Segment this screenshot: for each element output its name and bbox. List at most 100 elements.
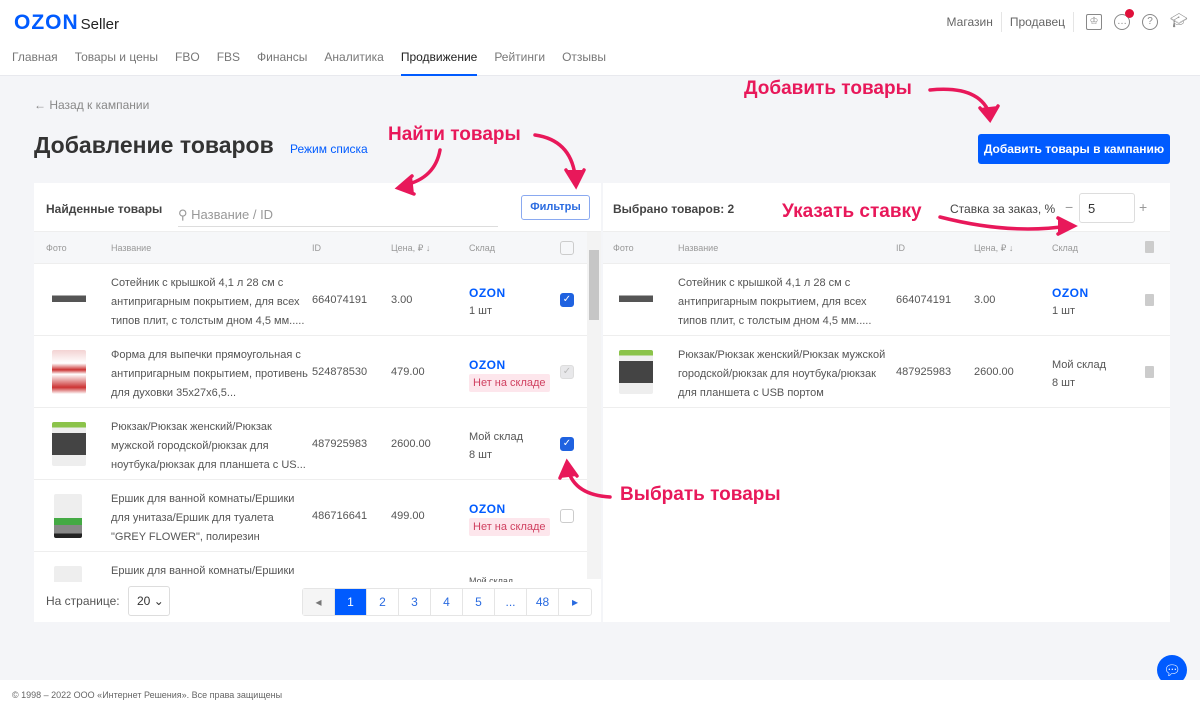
nav-reviews[interactable]: Отзывы xyxy=(562,50,607,64)
scrollbar-thumb[interactable] xyxy=(589,250,599,320)
product-price: 499.00 xyxy=(391,510,425,522)
col-photo: Фото xyxy=(46,243,67,253)
page-3[interactable]: 3 xyxy=(399,589,431,615)
found-products-title: Найденные товары xyxy=(46,202,163,216)
product-price: 2600.00 xyxy=(391,438,431,450)
table-row: Сотейник с крышкой 4,1 л 28 см с антипри… xyxy=(34,264,587,336)
filters-button[interactable]: Фильтры xyxy=(521,195,590,220)
product-name: Сотейник с крышкой 4,1 л 28 см с антипри… xyxy=(111,277,305,327)
product-name: Ершик для ванной комнаты/Ершики xyxy=(111,565,295,577)
product-name: Форма для выпечки прямоугольная с антипр… xyxy=(111,349,308,399)
rate-input[interactable]: 5 xyxy=(1079,193,1135,223)
search-input[interactable]: ⚲ Название / ID xyxy=(178,199,498,227)
store-link[interactable]: Магазин xyxy=(939,12,1002,32)
col-price[interactable]: Цена, ₽ ↓ xyxy=(391,243,431,253)
product-image xyxy=(619,350,653,394)
found-products-list: Сотейник с крышкой 4,1 л 28 см с антипри… xyxy=(34,264,587,582)
table-row: Рюкзак/Рюкзак женский/Рюкзак мужской гор… xyxy=(603,336,1170,408)
graduation-cap-icon[interactable]: 🎓︎ xyxy=(1170,12,1188,28)
page-4[interactable]: 4 xyxy=(431,589,463,615)
nav-products[interactable]: Товары и цены xyxy=(74,50,159,64)
col-photo: Фото xyxy=(613,243,634,253)
back-link[interactable]: ← Назад к кампании xyxy=(34,98,150,112)
col-id: ID xyxy=(312,243,321,253)
page-2[interactable]: 2 xyxy=(367,589,399,615)
product-price: 3.00 xyxy=(391,294,413,306)
warehouse-ozon: OZON xyxy=(469,358,506,372)
stock: 1 шт xyxy=(469,305,493,317)
table-header: Фото Название ID Цена, ₽ ↓ Склад xyxy=(34,232,601,264)
product-name: Рюкзак/Рюкзак женский/Рюкзак мужской гор… xyxy=(111,421,306,471)
delete-icon[interactable] xyxy=(1145,366,1154,378)
nav-fbo[interactable]: FBO xyxy=(175,50,200,64)
decrease-rate-button[interactable]: − xyxy=(1065,199,1074,215)
page-ellipsis: ... xyxy=(495,589,527,615)
annotation-select: Выбрать товары xyxy=(620,484,781,505)
per-page-label: На странице: xyxy=(46,594,120,608)
prev-page-button[interactable]: ◂ xyxy=(303,589,335,615)
arrow-icon xyxy=(938,215,1070,231)
nav-promotion[interactable]: Продвижение xyxy=(400,50,477,76)
help-icon[interactable]: ? xyxy=(1142,14,1158,30)
ozon-seller-logo[interactable]: OZON Seller xyxy=(14,11,120,34)
select-all-checkbox[interactable] xyxy=(560,241,574,255)
selected-count: Выбрано товаров: 2 xyxy=(613,202,735,216)
product-id: 524878530 xyxy=(312,366,368,378)
nav-analytics[interactable]: Аналитика xyxy=(324,50,384,64)
nav-ratings[interactable]: Рейтинги xyxy=(494,50,546,64)
pagination: ◂ 1 2 3 4 5 ... 48 ▸ xyxy=(302,588,592,616)
rate-label: Ставка за заказ, % xyxy=(950,202,1056,216)
row-checkbox[interactable] xyxy=(560,509,574,523)
increase-rate-button[interactable]: + xyxy=(1139,199,1148,215)
add-to-campaign-button[interactable]: Добавить товары в кампанию xyxy=(978,134,1170,164)
warehouse-own: Мой склад xyxy=(469,576,514,582)
product-price: 2600.00 xyxy=(974,366,1014,378)
nav-finance[interactable]: Финансы xyxy=(257,50,308,64)
table-row: Ершик для ванной комнаты/Ершики Мой скла… xyxy=(34,552,587,582)
list-mode-link[interactable]: Режим списка xyxy=(290,142,368,156)
page-1[interactable]: 1 xyxy=(335,589,367,615)
found-products-panel: Найденные товары ⚲ Название / ID Фильтры… xyxy=(34,183,601,622)
annotation-rate: Указать ставку xyxy=(782,201,922,222)
page-48[interactable]: 48 xyxy=(527,589,559,615)
row-checkbox[interactable]: ✓ xyxy=(560,437,574,451)
per-page-select[interactable]: 20 ⌄ xyxy=(128,586,170,616)
col-price[interactable]: Цена, ₽ ↓ xyxy=(974,243,1014,253)
product-image xyxy=(52,422,86,466)
product-name: Ершик для ванной комнаты/Ершики для унит… xyxy=(111,493,295,543)
row-checkbox[interactable]: ✓ xyxy=(560,293,574,307)
page-5[interactable]: 5 xyxy=(463,589,495,615)
product-name: Рюкзак/Рюкзак женский/Рюкзак мужской гор… xyxy=(678,349,886,399)
nav-home[interactable]: Главная xyxy=(12,50,58,64)
copyright: © 1998 – 2022 ООО «Интернет Решения». Вс… xyxy=(12,690,283,700)
product-price: 479.00 xyxy=(391,366,425,378)
footer: © 1998 – 2022 ООО «Интернет Решения». Вс… xyxy=(0,680,1200,709)
table-row: Рюкзак/Рюкзак женский/Рюкзак мужской гор… xyxy=(34,408,587,480)
annotation-add: Добавить товары xyxy=(744,78,912,99)
annotation-find: Найти товары xyxy=(388,124,521,145)
product-image xyxy=(54,566,82,582)
row-checkbox-disabled: ✓ xyxy=(560,365,574,379)
stock: 1 шт xyxy=(1052,305,1076,317)
product-id: 487925983 xyxy=(896,366,952,378)
notification-dot xyxy=(1125,9,1134,18)
chat-icon[interactable]: … xyxy=(1114,9,1134,30)
main-nav: Главная Товары и цены FBO FBS Финансы Ан… xyxy=(12,50,606,76)
delete-all-icon[interactable] xyxy=(1145,241,1154,253)
col-name: Название xyxy=(678,243,719,253)
product-image xyxy=(52,350,86,394)
product-image xyxy=(619,278,653,322)
delete-icon[interactable] xyxy=(1145,294,1154,306)
out-of-stock-badge: Нет на складе xyxy=(469,374,550,392)
table-row: Сотейник с крышкой 4,1 л 28 см с антипри… xyxy=(603,264,1170,336)
stock: 8 шт xyxy=(469,449,493,461)
product-id: 487925983 xyxy=(312,438,368,450)
col-id: ID xyxy=(896,243,905,253)
nav-fbs[interactable]: FBS xyxy=(216,50,241,64)
search-placeholder: Название / ID xyxy=(191,207,274,222)
next-page-button[interactable]: ▸ xyxy=(571,595,579,609)
stock: 8 шт xyxy=(1052,377,1076,389)
crown-icon[interactable]: ♔ xyxy=(1086,14,1102,30)
seller-link[interactable]: Продавец xyxy=(1002,12,1074,32)
product-id: 664074191 xyxy=(312,294,368,306)
